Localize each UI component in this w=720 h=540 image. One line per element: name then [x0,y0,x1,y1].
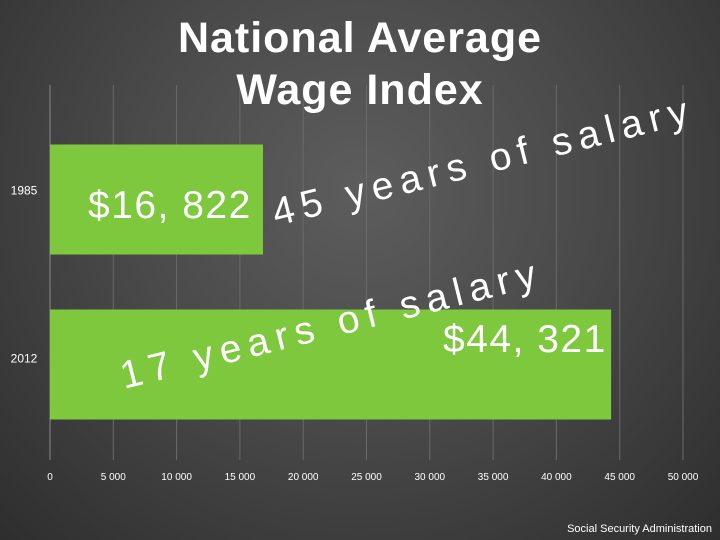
x-tick-label: 5 000 [101,472,126,483]
data-label-2012: $44, 321 [443,318,607,361]
chart-title: National Average Wage Index [177,14,543,114]
data-label-1985: $16, 822 [88,184,252,227]
category-label-1985: 1985 [11,184,38,198]
bars [50,144,612,420]
category-label-2012: 2012 [11,352,38,366]
bar-1985 [50,144,263,255]
source-credit: Social Security Administration [567,523,712,535]
x-tick-label: 10 000 [161,472,192,483]
x-tick-labels: 0 5 000 10 000 15 000 20 000 25 000 30 000 35 0… [47,472,699,483]
category-labels: 1985 2012 [11,184,38,366]
x-tick-label: 35 000 [478,472,509,483]
x-tick-label: 40 000 [541,472,572,483]
x-tick-label: 15 000 [225,472,256,483]
x-tick-label: 25 000 [351,472,382,483]
x-tick-label: 45 000 [604,472,635,483]
data-labels: $16, 822 $44, 321 [88,184,607,361]
x-tick-label: 20 000 [288,472,319,483]
x-tick-label: 50 000 [668,472,699,483]
bar-2012 [50,309,612,420]
x-tick-label: 30 000 [415,472,446,483]
x-tick-label: 0 [47,472,53,483]
